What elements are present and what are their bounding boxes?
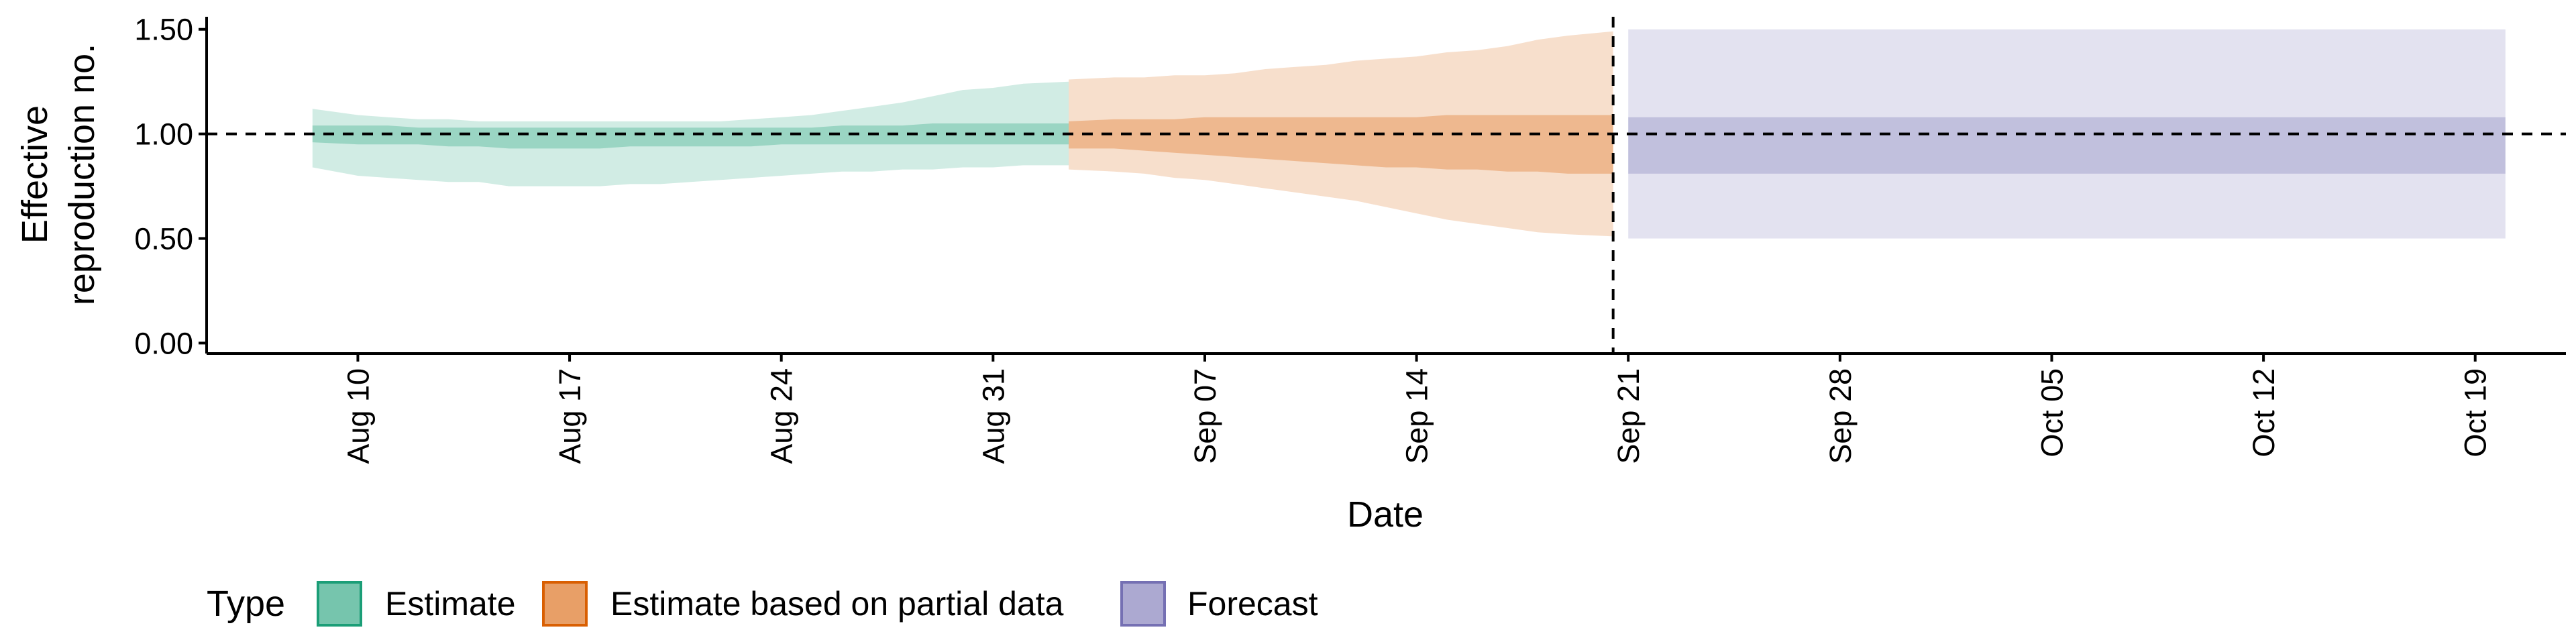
x-tick-label: Sep 07 — [1188, 368, 1222, 464]
y-tick-label: 1.00 — [134, 117, 193, 152]
legend-key-partial — [542, 581, 588, 627]
x-tick-label: Aug 24 — [765, 368, 799, 464]
x-tick-label: Oct 05 — [2035, 368, 2070, 458]
x-tick-label: Oct 19 — [2459, 368, 2493, 458]
x-tick-label: Aug 10 — [341, 368, 375, 464]
x-tick-label: Oct 12 — [2247, 368, 2281, 458]
axes — [205, 17, 2566, 355]
partial-band-50 — [1069, 115, 1613, 174]
legend: Type Estimate Estimate based on partial … — [207, 581, 1318, 627]
legend-key-estimate — [317, 581, 362, 627]
x-ticks: Aug 10 Aug 17 Aug 24 Aug 31 Sep 07 Sep 14 Sep … — [341, 354, 2493, 464]
y-tick-label: 1.50 — [134, 13, 193, 47]
y-tick-label: 0.50 — [134, 222, 193, 256]
reference-lines — [207, 17, 2566, 354]
estimate-band-50 — [312, 123, 1069, 149]
y-axis-title-line-1: Effective — [15, 105, 55, 244]
legend-title: Type — [207, 584, 285, 624]
forecast-band-50 — [1628, 117, 2506, 174]
forecast-band-90 — [1628, 29, 2506, 239]
legend-label-estimate: Estimate — [385, 585, 516, 623]
estimate-band-90 — [312, 81, 1069, 186]
x-tick-label: Sep 21 — [1611, 368, 1646, 464]
legend-label-partial: Estimate based on partial data — [610, 585, 1064, 623]
x-axis-title: Date — [1347, 494, 1424, 535]
legend-key-forecast — [1120, 581, 1166, 627]
legend-label-forecast: Forecast — [1187, 585, 1318, 623]
y-tick-label: 0.00 — [134, 326, 193, 360]
y-ticks: 0.00 0.50 1.00 1.50 — [134, 13, 207, 360]
x-tick-label: Aug 31 — [976, 368, 1010, 464]
y-axis-title-line-2: reproduction no. — [62, 44, 102, 305]
x-tick-label: Sep 28 — [1823, 368, 1858, 464]
x-tick-label: Sep 14 — [1400, 368, 1434, 464]
x-tick-label: Aug 17 — [553, 368, 587, 464]
